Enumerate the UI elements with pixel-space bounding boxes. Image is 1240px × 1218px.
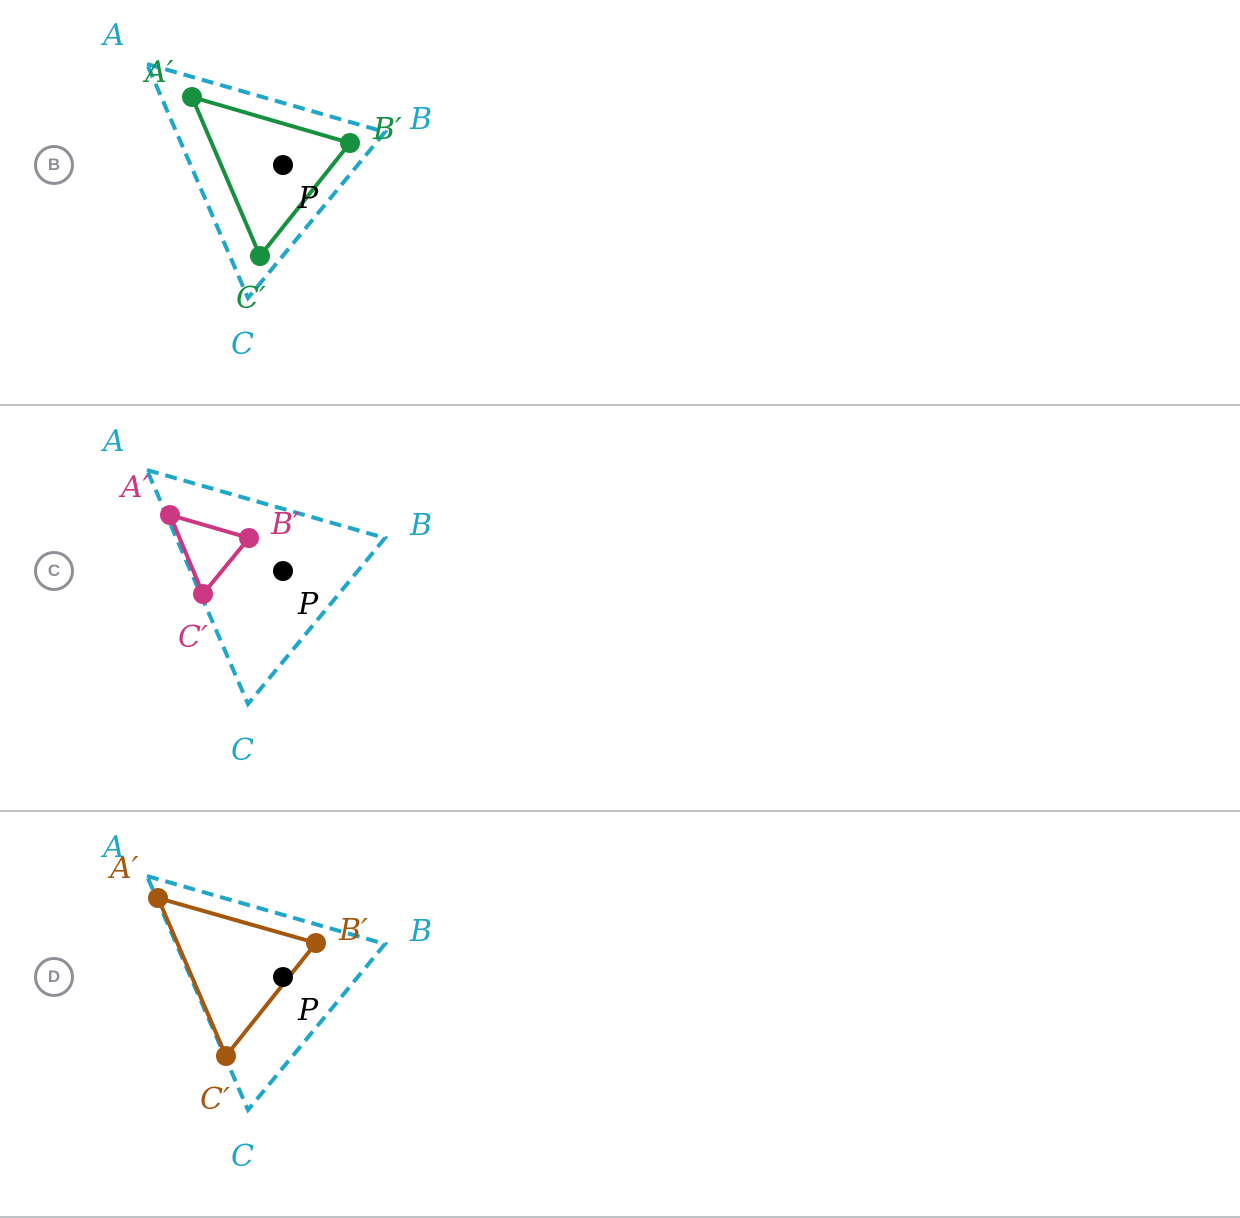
- point-b-prime: [239, 528, 259, 548]
- option-d[interactable]: D A B C A′ B′ C′ P: [0, 812, 1240, 1218]
- option-d-radio[interactable]: D: [34, 957, 74, 997]
- point-p: [273, 561, 293, 581]
- triangle-a-prime-b-prime-c-prime: [166, 511, 253, 598]
- triangle-abc: [143, 466, 389, 708]
- label-a-prime: A′: [142, 55, 174, 90]
- label-c: C: [231, 733, 254, 768]
- label-a: A: [100, 424, 125, 459]
- point-c-prime: [193, 584, 213, 604]
- option-c[interactable]: C A B C A′ B′ C′ P: [0, 406, 1240, 812]
- label-p: P: [297, 587, 319, 622]
- label-b-prime: B′: [270, 507, 300, 542]
- label-a-prime: A′: [118, 470, 150, 505]
- option-b-radio[interactable]: B: [34, 145, 74, 185]
- point-a-prime: [148, 888, 168, 908]
- triangle-abc: [143, 60, 389, 302]
- point-a-prime: [182, 87, 202, 107]
- label-b-prime: B′: [338, 913, 368, 948]
- option-c-diagram: A B C A′ B′ C′ P: [100, 424, 432, 768]
- label-c-prime: C′: [200, 1082, 230, 1117]
- triangle-a-prime-b-prime-c-prime: [188, 93, 354, 260]
- point-a-prime: [160, 505, 180, 525]
- label-p: P: [297, 993, 319, 1028]
- label-c: C: [231, 1139, 254, 1174]
- option-b-diagram: A B C A′ B′ C′ P: [100, 18, 432, 362]
- option-c-radio[interactable]: C: [34, 551, 74, 591]
- label-p: P: [297, 181, 319, 216]
- label-b-prime: B′: [372, 112, 402, 147]
- point-p: [273, 155, 293, 175]
- label-c-prime: C′: [236, 281, 266, 316]
- label-b: B: [409, 508, 432, 543]
- point-p: [273, 967, 293, 987]
- label-b: B: [409, 914, 432, 949]
- point-c-prime: [216, 1046, 236, 1066]
- label-a-prime: A′: [107, 851, 139, 886]
- label-a: A: [100, 18, 125, 53]
- option-b[interactable]: B A B C A′ B′ C′ P: [0, 0, 1240, 406]
- point-c-prime: [250, 246, 270, 266]
- label-c: C: [231, 327, 254, 362]
- label-b: B: [409, 102, 432, 137]
- label-c-prime: C′: [178, 620, 208, 655]
- label-a: A: [100, 830, 125, 865]
- triangle-a-prime-b-prime-c-prime: [154, 894, 320, 1060]
- point-b-prime: [306, 933, 326, 953]
- point-b-prime: [340, 133, 360, 153]
- triangle-abc: [143, 872, 389, 1114]
- option-d-diagram: A B C A′ B′ C′ P: [100, 830, 432, 1174]
